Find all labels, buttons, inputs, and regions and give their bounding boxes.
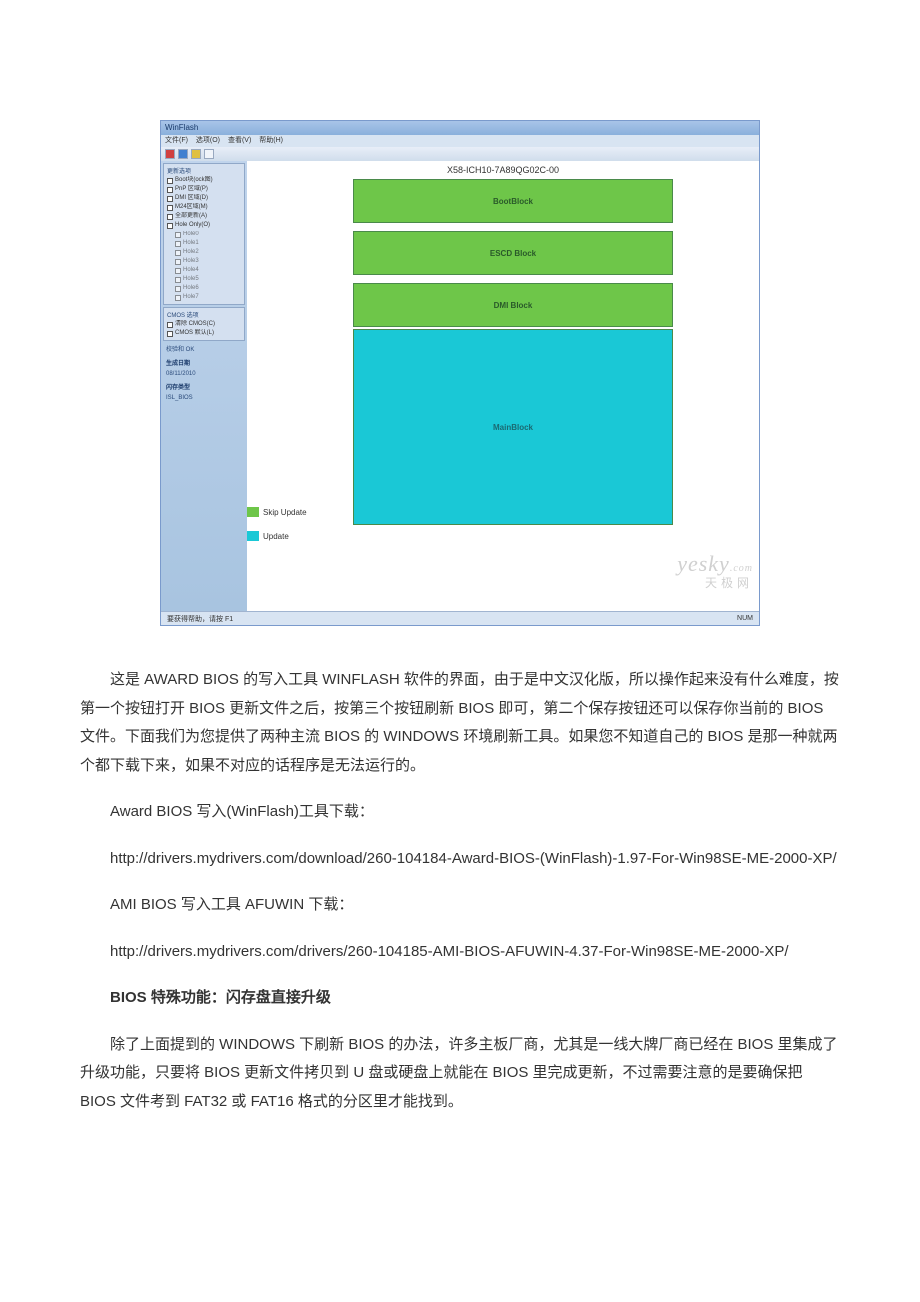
- opt-hole0: Hole0: [175, 230, 241, 239]
- opt-hole1: Hole1: [175, 239, 241, 248]
- main-block: MainBlock: [353, 329, 673, 525]
- opt-hole5: Hole5: [175, 275, 241, 284]
- checkbox-icon: [175, 295, 181, 301]
- checkbox-icon: [175, 259, 181, 265]
- bootblock: BootBlock: [353, 179, 673, 223]
- toolbar: [161, 147, 759, 161]
- menubar[interactable]: 文件(F) 选项(O) 查看(V) 帮助(H): [161, 135, 759, 147]
- watermark: yesky.com 天极网: [677, 553, 753, 589]
- opt-cmos-default[interactable]: CMOS 默认(L): [167, 329, 241, 338]
- checkbox-icon[interactable]: [167, 178, 173, 184]
- url-afuwin: http://drivers.mydrivers.com/drivers/260…: [80, 938, 840, 967]
- main-area: X58-ICH10-7A89QG02C-00 BootBlock ESCD Bl…: [247, 161, 759, 611]
- legend-update: Update: [247, 531, 307, 541]
- opt-m24[interactable]: M24区域(M): [167, 203, 241, 212]
- checkbox-icon: [175, 277, 181, 283]
- checksum-info: 校验和 OK: [163, 343, 245, 357]
- menu-options[interactable]: 选项(O): [196, 137, 220, 144]
- escd-block: ESCD Block: [353, 231, 673, 275]
- menu-help[interactable]: 帮助(H): [259, 137, 283, 144]
- app-body: 更新选项 Boot块(ock图) PnP 区域(P) DMI 区域(D) M24…: [161, 161, 759, 611]
- status-right: NUM: [737, 615, 753, 622]
- opt-hole6: Hole6: [175, 284, 241, 293]
- swatch-skip: [247, 507, 259, 517]
- opt-hole3: Hole3: [175, 257, 241, 266]
- checkbox-icon[interactable]: [167, 331, 173, 337]
- url-winflash: http://drivers.mydrivers.com/download/26…: [80, 845, 840, 874]
- checkbox-icon[interactable]: [167, 187, 173, 193]
- save-icon[interactable]: [178, 149, 188, 159]
- opt-hole7: Hole7: [175, 293, 241, 302]
- dmi-block: DMI Block: [353, 283, 673, 327]
- status-left: 要获得帮助，请按 F1: [167, 614, 233, 624]
- menu-view[interactable]: 查看(V): [228, 137, 251, 144]
- opt-dmi[interactable]: DMI 区域(D): [167, 194, 241, 203]
- opt-pnp[interactable]: PnP 区域(P): [167, 185, 241, 194]
- checkbox-icon: [175, 286, 181, 292]
- paragraph-2: Award BIOS 写入(WinFlash)工具下载：: [80, 798, 840, 827]
- sidebar: 更新选项 Boot块(ock图) PnP 区域(P) DMI 区域(D) M24…: [161, 161, 247, 611]
- opt-hole4: Hole4: [175, 266, 241, 275]
- chip-id: X58-ICH10-7A89QG02C-00: [447, 165, 559, 175]
- checkbox-icon: [175, 241, 181, 247]
- help-icon[interactable]: [204, 149, 214, 159]
- swatch-update: [247, 531, 259, 541]
- legend: Skip Update Update: [247, 507, 307, 555]
- opt-hole2: Hole2: [175, 248, 241, 257]
- flash-type-info: 闪存类型 ISL_BIOS: [163, 381, 245, 405]
- open-icon[interactable]: [165, 149, 175, 159]
- opt-holeonly[interactable]: Hole Only(O): [167, 221, 241, 230]
- section-heading: BIOS 特殊功能：闪存盘直接升级: [80, 984, 840, 1013]
- paragraph-4: 除了上面提到的 WINDOWS 下刷新 BIOS 的办法，许多主板厂商，尤其是一…: [80, 1031, 840, 1117]
- cmos-options-header: CMOS 选项: [167, 310, 241, 319]
- flash-icon[interactable]: [191, 149, 201, 159]
- paragraph-3: AMI BIOS 写入工具 AFUWIN 下载：: [80, 891, 840, 920]
- bios-block-column: BootBlock ESCD Block DMI Block MainBlock: [353, 179, 673, 525]
- checkbox-icon[interactable]: [167, 214, 173, 220]
- update-options-header: 更新选项: [167, 166, 241, 175]
- update-options-panel: 更新选项 Boot块(ock图) PnP 区域(P) DMI 区域(D) M24…: [163, 163, 245, 305]
- checkbox-icon[interactable]: [167, 223, 173, 229]
- opt-bootblock[interactable]: Boot块(ock图): [167, 176, 241, 185]
- checkbox-icon[interactable]: [167, 322, 173, 328]
- checkbox-icon: [175, 250, 181, 256]
- opt-all[interactable]: 全部更新(A): [167, 212, 241, 221]
- checkbox-icon: [175, 232, 181, 238]
- checkbox-icon: [175, 268, 181, 274]
- window-titlebar: WinFlash: [161, 121, 759, 135]
- checkbox-icon[interactable]: [167, 196, 173, 202]
- legend-skip: Skip Update: [247, 507, 307, 517]
- build-date-info: 生成日期 08/11/2010: [163, 357, 245, 381]
- app-window: WinFlash 文件(F) 选项(O) 查看(V) 帮助(H) 更新选项 Bo…: [160, 120, 760, 626]
- paragraph-1: 这是 AWARD BIOS 的写入工具 WINFLASH 软件的界面，由于是中文…: [80, 666, 840, 780]
- cmos-options-panel: CMOS 选项 清除 CMOS(C) CMOS 默认(L): [163, 307, 245, 341]
- window-title: WinFlash: [165, 123, 198, 132]
- menu-file[interactable]: 文件(F): [165, 137, 188, 144]
- opt-clear-cmos[interactable]: 清除 CMOS(C): [167, 320, 241, 329]
- document-body: 这是 AWARD BIOS 的写入工具 WINFLASH 软件的界面，由于是中文…: [80, 666, 840, 1116]
- checkbox-icon[interactable]: [167, 205, 173, 211]
- statusbar: 要获得帮助，请按 F1 NUM: [161, 611, 759, 625]
- winflash-screenshot: WinFlash 文件(F) 选项(O) 查看(V) 帮助(H) 更新选项 Bo…: [160, 120, 760, 626]
